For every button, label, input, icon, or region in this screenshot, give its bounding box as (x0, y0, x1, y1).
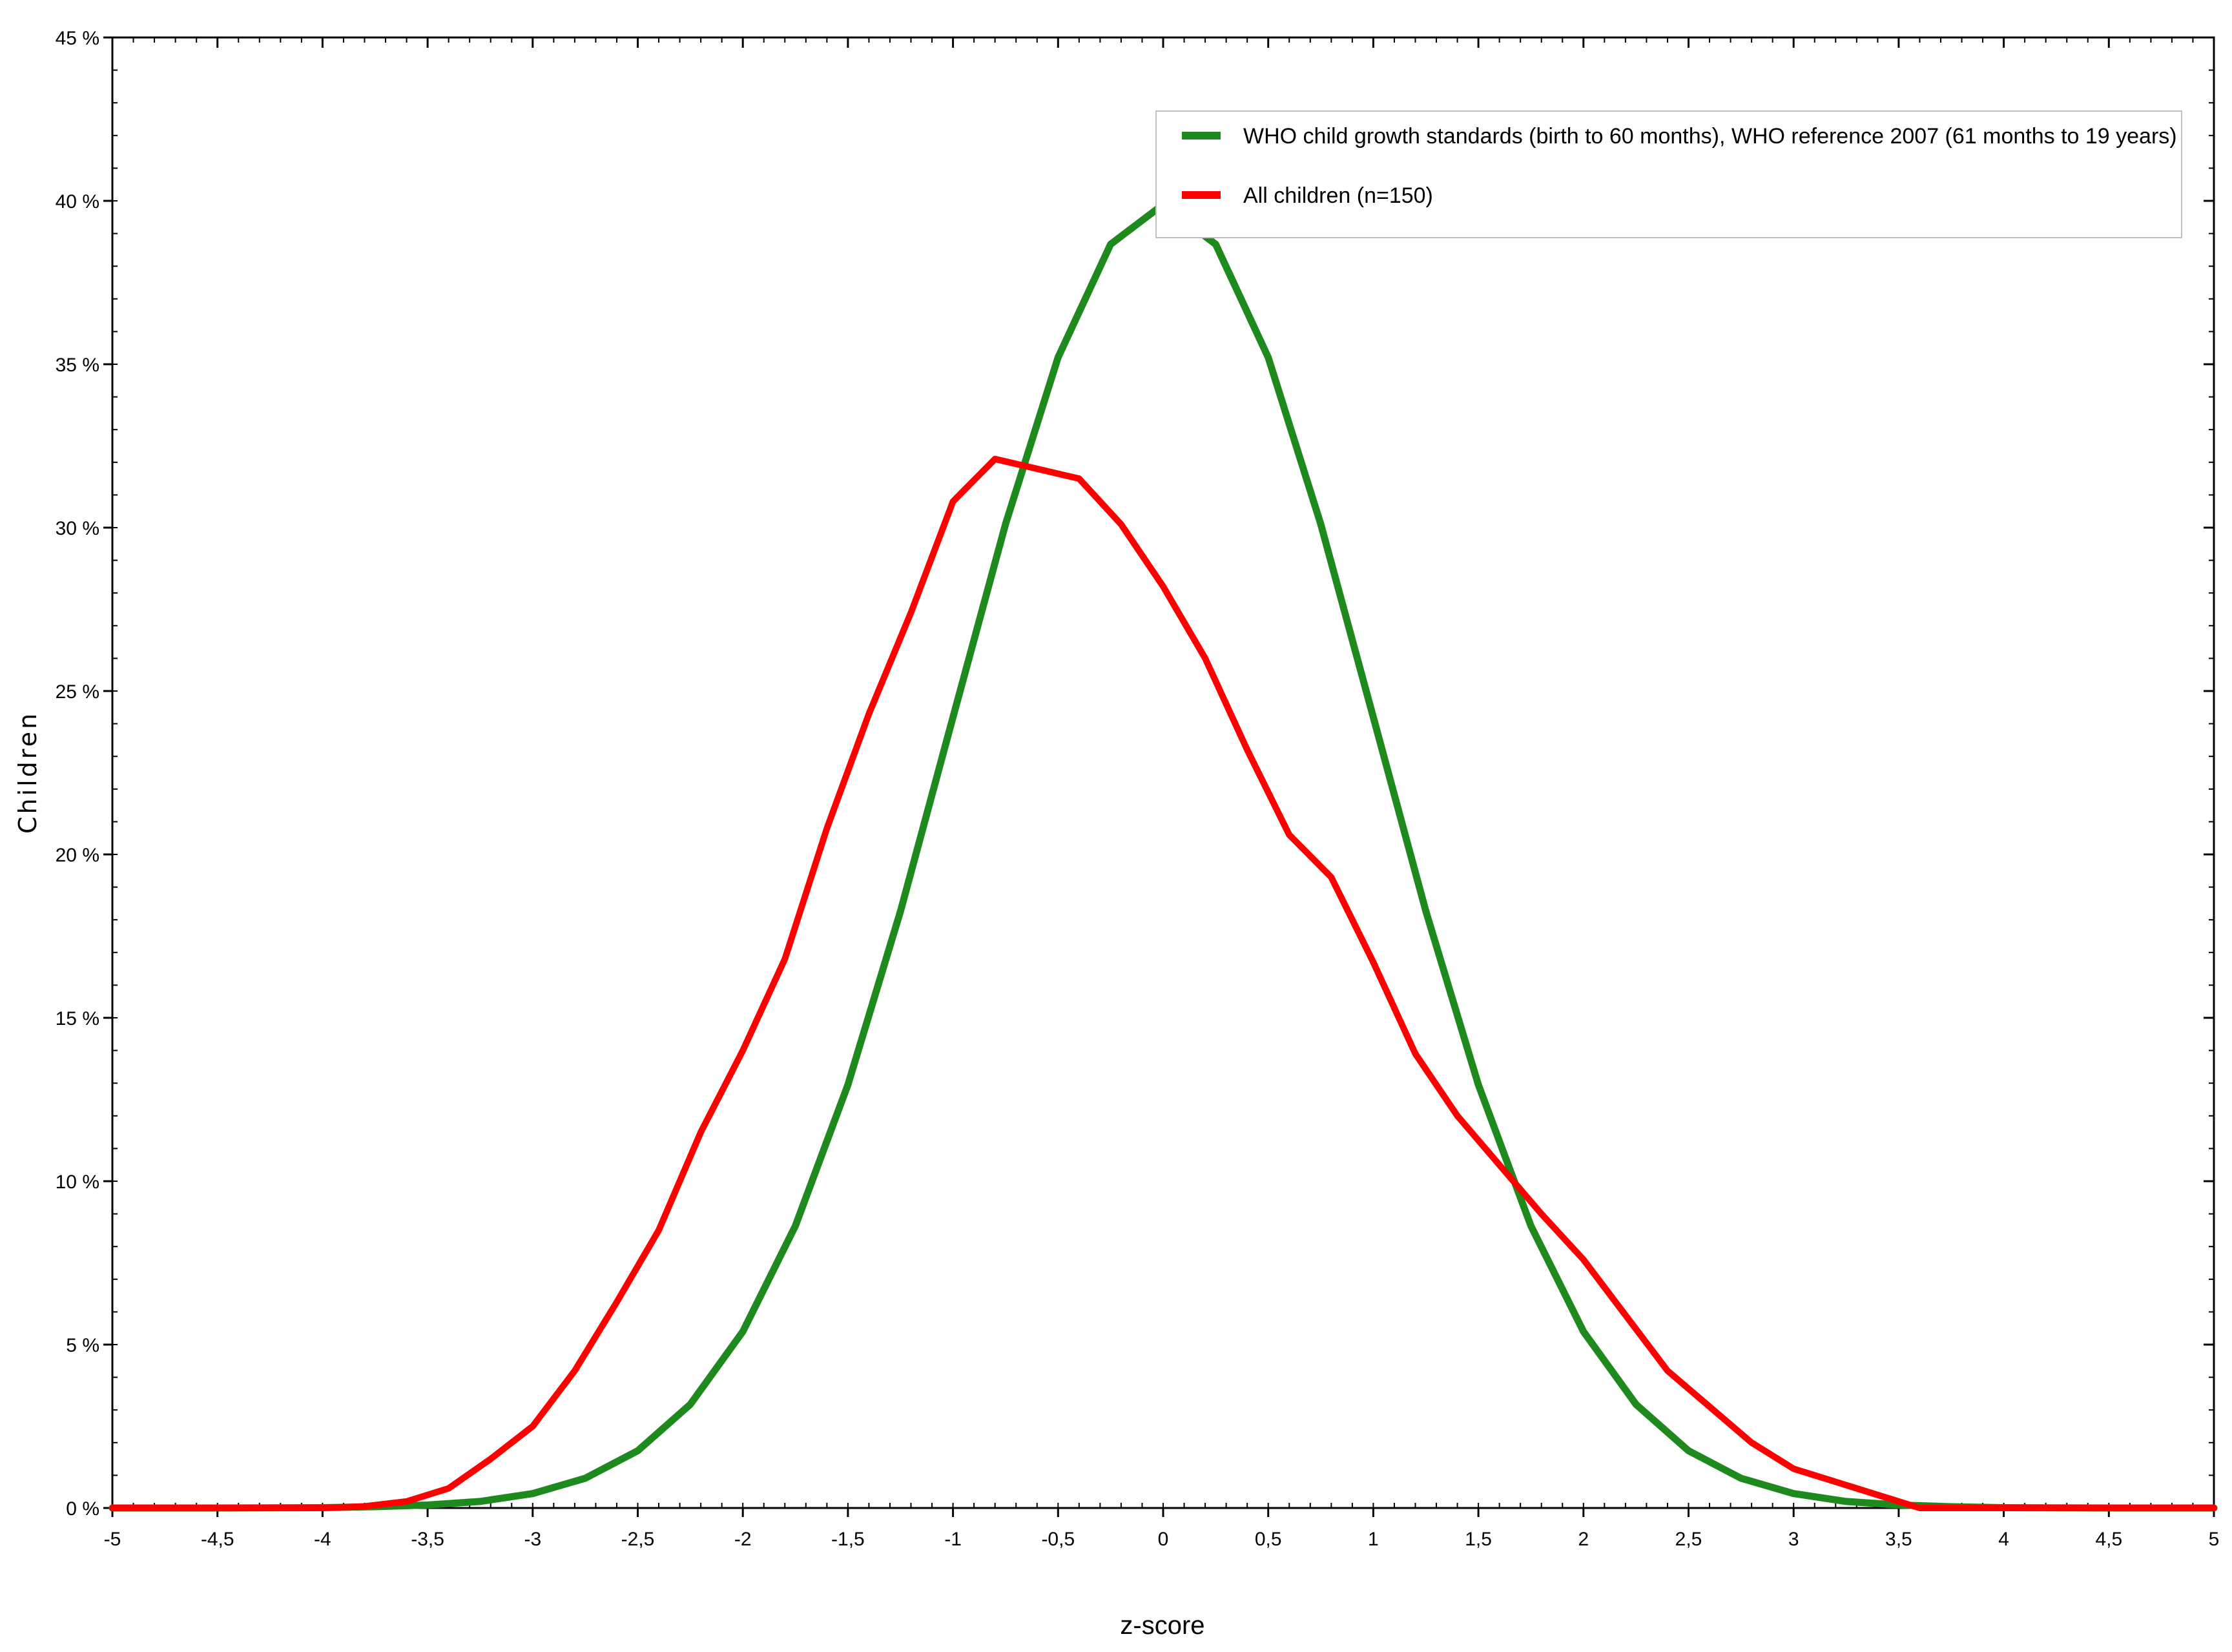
x-tick-label: -2,5 (621, 1529, 655, 1550)
y-axis: 0 % 5 % 10 % 15 % 20 % 25 % 30 % 35 % 40 % 45 % (56, 28, 2214, 1520)
y-tick-label: 35 % (56, 355, 99, 376)
x-axis: -5 -4,5 -4 -3,5 -3 -2,5 -2 -1,5 -1 -0,5 0 0,5 1 1,5 2 2… (104, 37, 2220, 1550)
legend: WHO child growth standards (birth to 60 … (1155, 110, 2182, 238)
x-tick-label: -1,5 (831, 1529, 865, 1550)
x-tick-label: 4,5 (2095, 1529, 2122, 1550)
y-tick-label: 0 % (66, 1498, 99, 1520)
x-tick-label: 1 (1368, 1529, 1379, 1550)
x-tick-label: -0,5 (1041, 1529, 1075, 1550)
x-tick-label: -2 (734, 1529, 752, 1550)
y-tick-label: 15 % (56, 1008, 99, 1029)
x-tick-label: 5 (2209, 1529, 2220, 1550)
y-tick-label: 45 % (56, 28, 99, 49)
y-tick-label: 40 % (56, 191, 99, 212)
y-tick-label: 10 % (56, 1172, 99, 1193)
x-tick-label: -4 (314, 1529, 331, 1550)
y-tick-label: 25 % (56, 681, 99, 703)
legend-label-who: WHO child growth standards (birth to 60 … (1243, 124, 2177, 149)
y-axis-title: Children (14, 711, 42, 834)
series-line-all-children (109, 455, 2217, 1511)
x-axis-title: z-score (1120, 1611, 1204, 1640)
y-tick-label: 5 % (66, 1335, 99, 1356)
x-tick-label: 4 (1998, 1529, 2009, 1550)
legend-box (1155, 110, 2182, 238)
y-tick-label: 30 % (56, 518, 99, 539)
x-tick-label: 1,5 (1465, 1529, 1492, 1550)
x-tick-label: -3,5 (411, 1529, 444, 1550)
x-tick-label: 2 (1578, 1529, 1589, 1550)
x-tick-label: 0,5 (1255, 1529, 1282, 1550)
x-tick-label: 3,5 (1885, 1529, 1912, 1550)
x-tick-label: -5 (104, 1529, 121, 1550)
x-tick-label: -1 (944, 1529, 962, 1550)
x-tick-label: 2,5 (1675, 1529, 1702, 1550)
x-tick-label: 0 (1158, 1529, 1169, 1550)
y-tick-label: 20 % (56, 845, 99, 866)
x-tick-label: 3 (1788, 1529, 1799, 1550)
x-tick-label: -3 (524, 1529, 541, 1550)
x-tick-label: -4,5 (201, 1529, 234, 1550)
legend-label-all: All children (n=150) (1243, 183, 1433, 208)
